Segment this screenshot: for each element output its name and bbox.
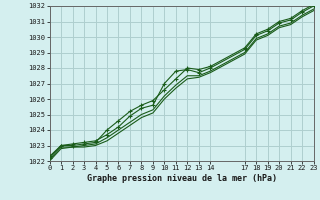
X-axis label: Graphe pression niveau de la mer (hPa): Graphe pression niveau de la mer (hPa) [87, 174, 276, 183]
